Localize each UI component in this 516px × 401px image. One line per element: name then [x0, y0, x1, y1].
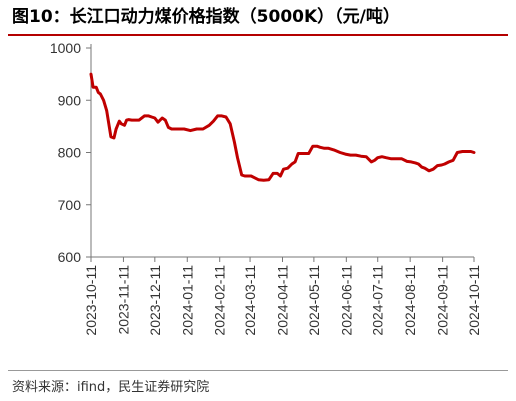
x-tick-label: 2024-06-11: [338, 265, 354, 336]
x-tick-label: 2023-10-11: [83, 265, 99, 336]
x-tick-label: 2024-02-11: [212, 265, 228, 336]
chart-title: 图10：长江口动力煤价格指数（5000K）（元/吨）: [12, 7, 400, 27]
x-tick-label: 2024-04-11: [275, 265, 291, 336]
y-tick-label: 800: [58, 145, 82, 161]
x-tick-label: 2023-12-11: [147, 265, 163, 336]
x-tick-label: 2024-03-11: [242, 265, 258, 336]
y-tick-label: 1000: [50, 40, 81, 56]
title-divider: [8, 34, 508, 36]
series-group: [89, 72, 476, 182]
x-axis: 2023-10-11 2023-11-11 2023-12-11 2024-01-11…: [83, 256, 482, 336]
source-note: 资料来源：ifind，民生证券研究院: [12, 380, 210, 395]
footer-divider: [8, 370, 508, 371]
x-tick-label: 2024-08-11: [402, 265, 418, 336]
y-tick-label: 700: [58, 197, 82, 213]
x-tick-label: 2024-09-11: [435, 265, 451, 336]
x-tick-label: 2024-01-11: [179, 265, 195, 336]
series-line: [89, 72, 476, 182]
x-tick-label: 2024-07-11: [370, 265, 386, 336]
y-axis: 600 700 800 900 1000: [50, 40, 92, 265]
x-tick-label: 2024-10-11: [466, 265, 482, 336]
x-tick-label: 2023-11-11: [115, 265, 131, 335]
y-tick-label: 600: [58, 249, 82, 265]
x-tick-label: 2024-05-11: [306, 265, 322, 336]
y-tick-label: 900: [58, 92, 82, 108]
